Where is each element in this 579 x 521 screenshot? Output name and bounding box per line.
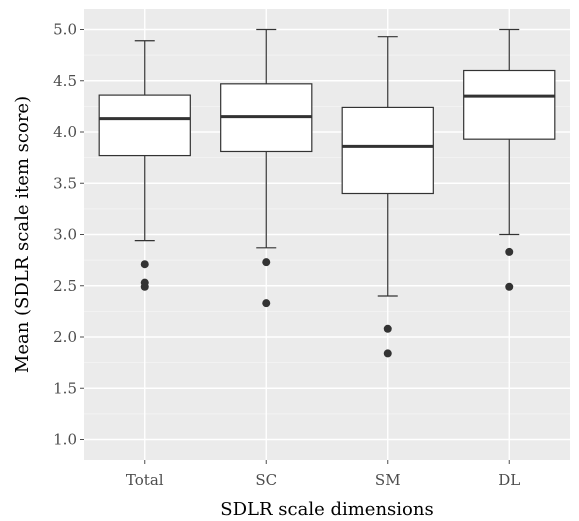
y-tick-label: 3.0 [53, 226, 77, 244]
outlier-point [383, 324, 392, 333]
x-axis: Total SC SM DL [126, 460, 520, 489]
outlier-point [383, 349, 392, 358]
y-tick-label: 4.5 [53, 72, 77, 90]
y-tick-label: 5.0 [53, 21, 77, 39]
x-tick-label: SC [255, 471, 277, 489]
y-tick-label: 2.5 [53, 277, 77, 295]
box-dl [463, 28, 556, 291]
gridlines [84, 9, 570, 460]
boxes [98, 28, 556, 358]
outlier-point [262, 299, 271, 308]
y-tick-label: 1.5 [53, 379, 77, 397]
x-axis-title: SDLR scale dimensions [220, 499, 433, 520]
y-axis: 1.0 1.5 2.0 2.5 3.0 3.5 4.0 4.5 5.0 [53, 21, 84, 449]
box-sm [341, 36, 434, 358]
box-total [98, 40, 191, 291]
x-tick-label: Total [126, 471, 164, 489]
y-tick-label: 2.0 [53, 328, 77, 346]
outlier-point [505, 247, 514, 256]
box-sc [220, 28, 313, 308]
outlier-point [140, 260, 149, 269]
outlier-point [140, 282, 149, 291]
y-axis-title: Mean (SDLR scale item score) [12, 96, 33, 373]
box-iqr [463, 69, 556, 140]
y-tick-label: 3.5 [53, 174, 77, 192]
box-iqr [341, 106, 434, 195]
y-tick-label: 1.0 [53, 431, 77, 449]
box-iqr [98, 94, 191, 157]
outlier-point [505, 282, 514, 291]
x-tick-label: DL [498, 471, 520, 489]
x-tick-label: SM [375, 471, 401, 489]
y-tick-label: 4.0 [53, 123, 77, 141]
outlier-point [262, 258, 271, 267]
